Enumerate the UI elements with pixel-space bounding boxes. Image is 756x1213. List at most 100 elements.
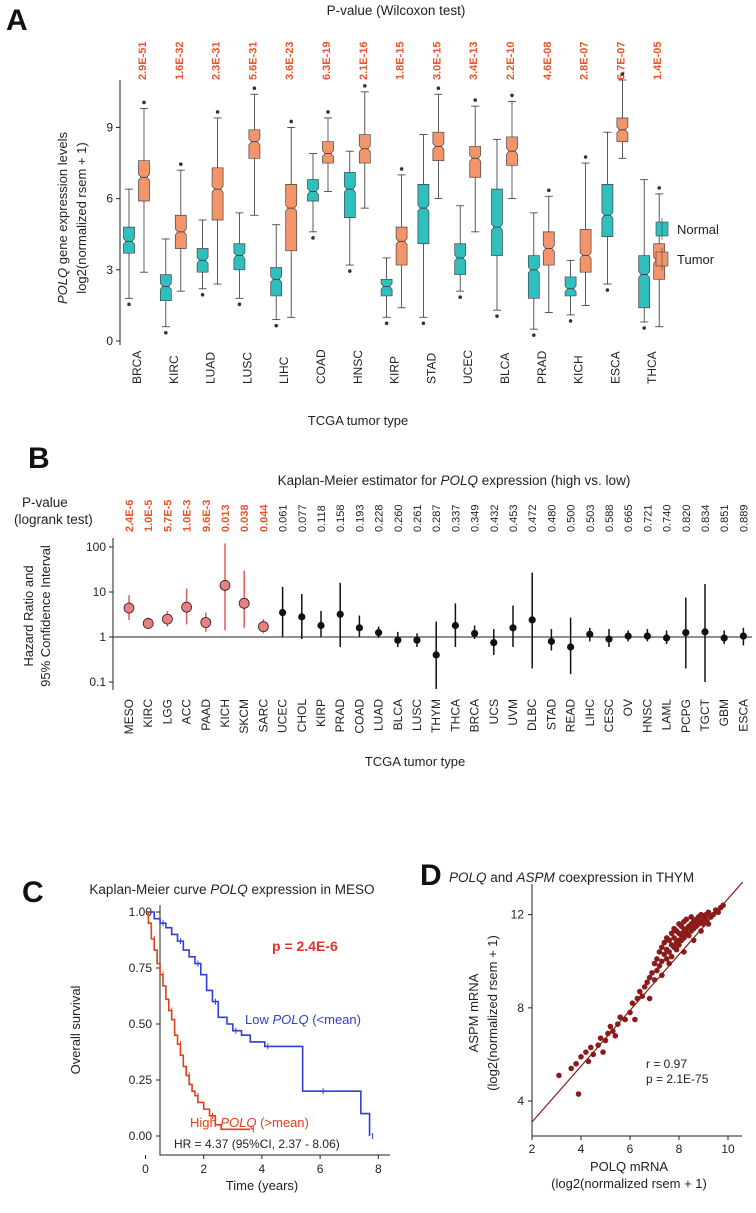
panel-b-pvalue-label: 0.337 <box>450 504 462 532</box>
panel-b-hr-point <box>682 629 690 637</box>
panel-a-ytick-label: 6 <box>106 192 113 206</box>
panel-c-high-label: High POLQ (>mean) <box>190 1115 309 1130</box>
panel-c-curves <box>145 911 374 1139</box>
panel-d-xtick-label: 6 <box>627 1142 634 1156</box>
panel-a-pvalue-label: 1.6E-32 <box>174 41 186 80</box>
panel-d-point <box>637 988 643 995</box>
panel-b-xtick-label: THCA <box>448 699 462 732</box>
panel-d-point <box>597 1035 604 1041</box>
panel-d: D POLQ and ASPM coexpression in THYM 2 4 6… <box>420 859 744 1191</box>
panel-a-pvalue-label: 4.6E-08 <box>542 41 554 80</box>
panel-a: A P-value (Wilcoxon test) 2.9E-51 1.6E-32… <box>6 3 719 428</box>
panel-d-point <box>627 1009 633 1016</box>
panel-d-point <box>661 951 668 958</box>
panel-a-normal-box <box>380 278 393 297</box>
panel-d-point <box>720 902 726 909</box>
panel-d-point <box>666 960 672 967</box>
panel-b-pvalue-label: 0.077 <box>297 504 309 532</box>
panel-c-xtick-label: 6 <box>317 1162 324 1176</box>
panel-a-ytick-label: 0 <box>106 334 113 348</box>
panel-c-xlabel: Time (years) <box>226 1178 298 1193</box>
panel-c-pvalue: p = 2.4E-6 <box>272 938 338 954</box>
panel-a-tumor-box <box>248 129 261 159</box>
panel-b-hr-point <box>219 580 231 591</box>
panel-a-pvalue-label: 2.3E-31 <box>211 41 223 80</box>
panel-b-hr-point <box>624 632 632 640</box>
panel-a-normal-outlier <box>348 269 352 273</box>
panel-d-point <box>656 963 663 969</box>
panel-d-point <box>595 1042 601 1048</box>
panel-d-point <box>681 949 687 955</box>
panel-d-point <box>668 953 675 960</box>
panel-a-normal-box <box>270 267 283 297</box>
panel-c-title: Kaplan-Meier curve POLQ expression in ME… <box>89 882 374 897</box>
panel-b-hr-point <box>509 624 517 632</box>
panel-b-xtick-label: TGCT <box>698 698 712 731</box>
panel-d-point <box>666 949 672 955</box>
panel-b-xtick-label: ESCA <box>736 699 750 732</box>
panel-b-xtick-label: STAD <box>544 699 558 730</box>
panel-b-pvalue-label: 0.820 <box>681 504 693 532</box>
panel-d-point <box>656 949 663 955</box>
panel-a-pvalue-label: 2.1E-16 <box>358 41 370 80</box>
panel-b-hr-point <box>490 639 498 647</box>
panel-d-title-gene1: POLQ <box>449 870 487 885</box>
panel-d-point <box>715 909 721 916</box>
panel-b-hr-point <box>317 621 325 630</box>
panel-d-ytick-label: 12 <box>511 908 525 922</box>
panel-a-normal-box <box>343 172 356 218</box>
panel-d-ytick-label: 8 <box>517 1001 524 1015</box>
panel-b-xtick-label: READ <box>564 699 578 733</box>
panel-a-normal-box <box>417 184 430 245</box>
panel-b-pvalue-label: 0.158 <box>335 504 347 532</box>
panel-d-point <box>671 935 677 941</box>
panel-a-tumor-box <box>322 141 334 164</box>
panel-d-point <box>622 1016 628 1023</box>
panel-c-letter: C <box>22 876 44 909</box>
panel-b-pvalue-label: 0.038 <box>239 504 251 532</box>
panel-b-xtick-label: PAAD <box>199 699 213 731</box>
panel-b-pvalue-label: 0.665 <box>623 504 635 532</box>
panel-b-xtick-label: UVM <box>506 699 520 726</box>
panel-d-point <box>678 923 685 930</box>
panel-d-ylabel-2: (log2(normalized rsem + 1) <box>485 935 500 1091</box>
panel-b-pvalue-label: 1.0E-3 <box>182 500 194 532</box>
panel-c-low-label-post: (<mean) <box>309 1012 361 1027</box>
panel-a-xlabel: TCGA tumor type <box>308 413 408 428</box>
panel-d-point <box>639 993 646 999</box>
panel-c-high-label-pre: High <box>190 1115 220 1130</box>
panel-b-pvalue-label: 0.044 <box>258 504 270 532</box>
panel-c-xtick-label: 0 <box>142 1162 149 1176</box>
panel-a-ylabel-gene: POLQ <box>55 268 70 304</box>
legend-normal-label: Normal <box>677 222 719 237</box>
panel-a-ylabel-2: log2(normalized rsem + 1) <box>74 142 89 293</box>
panel-b-hr-point <box>200 617 212 628</box>
panel-b-xtick-label: LUAD <box>372 699 386 731</box>
panel-d-point <box>698 928 704 934</box>
panel-a-pvalue-label: 2.8E-07 <box>579 41 591 80</box>
panel-b-pvalue-label-2: (logrank test) <box>14 512 93 527</box>
panel-d-p-value: p = 2.1E-75 <box>646 1072 709 1086</box>
panel-b-pvalue-label: 0.480 <box>546 504 558 532</box>
panel-a-xtick-label: KICH <box>572 355 586 384</box>
panel-b-xtick-label: OV <box>621 699 635 716</box>
panel-a-boxes <box>123 72 666 337</box>
panel-b-xtick-label: LAML <box>660 699 674 731</box>
panel-b-hr-point <box>298 613 306 621</box>
panel-d-point <box>686 932 692 939</box>
panel-b-hr-point <box>567 643 575 651</box>
panel-c-xtick-label: 2 <box>200 1162 207 1176</box>
panel-a-normal-box <box>527 255 540 299</box>
panel-a-tumor-outlier <box>473 98 478 102</box>
panel-d-point <box>644 979 650 986</box>
panel-d-point <box>654 967 660 974</box>
panel-a-xtick-label: THCA <box>645 351 659 384</box>
panel-d-xtick-label: 4 <box>578 1142 585 1156</box>
panel-a-normal-box <box>601 184 614 237</box>
panel-b-pvalue-label: 0.721 <box>642 504 654 532</box>
panel-d-point <box>703 916 709 923</box>
panel-a-ylabel: POLQ gene expression levels <box>55 132 70 304</box>
panel-b-pvalue-label: 1.0E-5 <box>143 500 155 532</box>
panel-d-point <box>588 1044 594 1051</box>
panel-d-point <box>676 942 682 948</box>
